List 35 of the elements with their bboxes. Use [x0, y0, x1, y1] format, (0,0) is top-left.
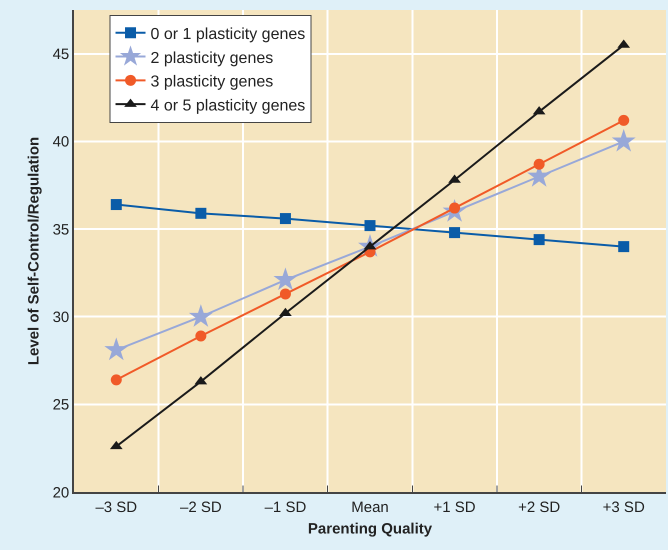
- point: [280, 288, 291, 300]
- point: [364, 220, 376, 232]
- y-tick-label: 35: [52, 221, 70, 238]
- y-tick-label: 20: [52, 484, 70, 502]
- y-tick-label: 45: [52, 46, 70, 64]
- legend-label: 3 plasticity genes: [150, 74, 274, 91]
- legend-label: 4 or 5 plasticity genes: [150, 97, 306, 114]
- point: [195, 330, 206, 342]
- point: [104, 337, 128, 360]
- point: [534, 234, 545, 246]
- point: [280, 213, 291, 224]
- point: [273, 267, 298, 290]
- y-axis-title: Level of Self-Control/Regulation: [25, 136, 42, 366]
- y-tick-label: 30: [52, 308, 70, 326]
- legend-label: 2 plasticity genes: [150, 50, 274, 67]
- legend-label: 0 or 1 plasticity genes: [150, 26, 306, 43]
- x-tick-label: +1 SD: [434, 498, 476, 516]
- point: [195, 208, 206, 219]
- y-tick-label: 40: [52, 134, 70, 151]
- x-tick-label: –2 SD: [180, 498, 222, 516]
- point: [612, 128, 636, 152]
- x-tick-label: +2 SD: [518, 498, 560, 516]
- x-axis-title: Parenting Quality: [308, 520, 433, 538]
- x-tick-label: +3 SD: [602, 498, 645, 516]
- point: [618, 241, 630, 252]
- point: [534, 158, 545, 170]
- point: [110, 374, 122, 386]
- point: [449, 227, 460, 238]
- y-tick-label: 25: [52, 396, 70, 414]
- point: [188, 304, 213, 327]
- x-tick-label: Mean: [351, 498, 389, 516]
- x-tick-label: –1 SD: [264, 498, 306, 516]
- point: [618, 114, 630, 126]
- point: [110, 199, 122, 210]
- x-tick-label: –3 SD: [95, 498, 138, 516]
